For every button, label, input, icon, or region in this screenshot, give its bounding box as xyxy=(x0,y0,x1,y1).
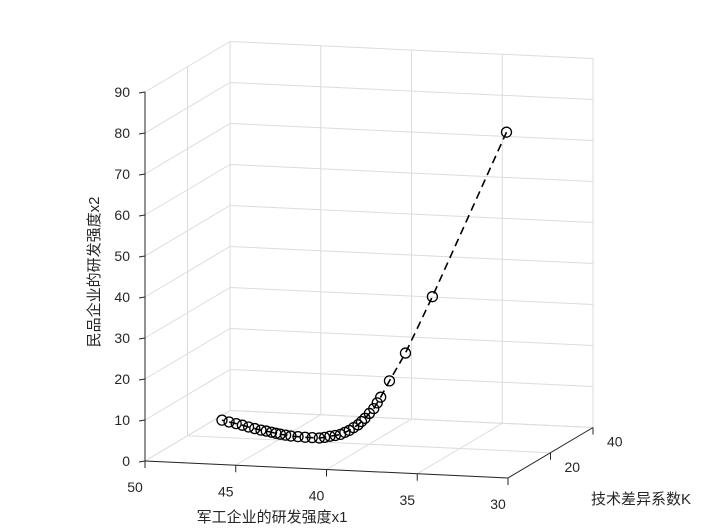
data-point-marker xyxy=(313,432,325,444)
z-tick-label: 0 xyxy=(122,453,130,469)
grid-lines xyxy=(144,41,594,479)
data-point-marker xyxy=(399,347,412,359)
data-point-marker xyxy=(249,422,261,435)
z-tick xyxy=(138,173,146,176)
z-axis-label: 民品企业的研发强度x2 xyxy=(85,197,103,348)
data-series xyxy=(216,126,513,444)
data-point-marker xyxy=(299,431,311,443)
y-axis-label: 技术差异系数K xyxy=(591,491,691,508)
z-tick-label: 80 xyxy=(114,125,130,141)
z-tick xyxy=(138,214,146,217)
data-point-marker xyxy=(274,428,286,440)
data-point-marker xyxy=(292,431,304,443)
grid-line xyxy=(187,435,551,454)
data-point-marker xyxy=(242,421,255,433)
x-tick-label: 50 xyxy=(127,479,143,495)
z-tick xyxy=(138,255,146,258)
x-tick-label: 30 xyxy=(490,496,506,512)
y-tick-label: 40 xyxy=(607,434,623,450)
z-tick-label: 50 xyxy=(114,248,130,264)
z-tick xyxy=(138,419,146,422)
data-point-marker xyxy=(352,419,364,431)
z-tick-label: 90 xyxy=(114,84,130,100)
series-line xyxy=(221,131,508,439)
data-point-marker xyxy=(318,431,331,443)
x-tick-label: 35 xyxy=(399,492,415,508)
x-tick-label: 45 xyxy=(218,483,234,499)
data-point-marker xyxy=(368,402,380,415)
z-tick-label: 30 xyxy=(114,330,130,346)
z-tick-label: 40 xyxy=(114,289,130,305)
data-point-marker xyxy=(375,391,387,403)
data-point-marker xyxy=(216,414,228,426)
data-point-marker xyxy=(223,416,235,428)
data-point-marker xyxy=(306,432,318,444)
z-tick-label: 60 xyxy=(114,207,130,223)
x-tick-label: 40 xyxy=(309,488,325,504)
z-tick-label: 20 xyxy=(114,371,130,387)
data-point-marker xyxy=(371,397,383,409)
data-point-marker xyxy=(324,430,336,442)
axes xyxy=(138,91,594,485)
x-axis-label: 军工企业的研发强度x1 xyxy=(197,508,348,526)
data-point-marker xyxy=(383,375,396,387)
z-tick xyxy=(138,378,146,381)
y-tick-label: 20 xyxy=(565,459,581,475)
data-point-marker xyxy=(500,126,513,138)
z-tick xyxy=(138,132,146,135)
z-tick xyxy=(138,337,146,340)
data-point-marker xyxy=(230,417,242,430)
data-point-marker xyxy=(285,430,297,442)
data-point-marker xyxy=(236,419,249,431)
z-tick xyxy=(138,296,146,299)
data-point-marker xyxy=(426,291,439,303)
z-tick xyxy=(138,460,146,463)
z-tick-label: 10 xyxy=(114,412,130,428)
z-tick-label: 70 xyxy=(114,166,130,182)
z-tick xyxy=(138,91,146,94)
data-point-marker xyxy=(279,429,292,441)
data-point-marker xyxy=(255,424,267,436)
data-point-marker xyxy=(355,415,368,428)
grid-line xyxy=(229,410,594,428)
data-point-marker xyxy=(265,426,278,438)
tick-labels: 50 45 40 35 30 20 40 0 10 20 30 40 50 60 70 80 90 xyxy=(114,84,622,512)
